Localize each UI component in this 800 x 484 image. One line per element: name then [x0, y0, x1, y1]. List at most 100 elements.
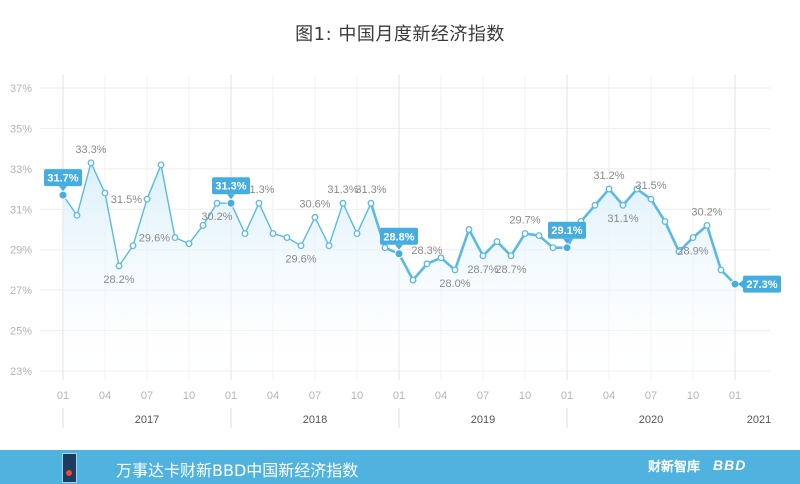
data-point: [423, 260, 431, 268]
area-fill-path: [63, 162, 735, 371]
report-cover-icon: [62, 453, 77, 483]
data-label: 30.6%: [299, 198, 330, 210]
data-point: [143, 195, 151, 203]
data-point: [171, 234, 179, 242]
series-segment: [300, 216, 316, 247]
value-badge: 29.1%: [548, 221, 586, 244]
data-point: [619, 201, 627, 209]
series-segment: [314, 216, 330, 247]
x-tick-label: 01: [393, 390, 405, 402]
series-segment: [621, 187, 639, 207]
year-label: 2018: [303, 414, 327, 426]
data-point-highlight: [730, 279, 740, 289]
data-label: 29.7%: [509, 215, 540, 227]
footer-bar: 万事达卡财新BBD中国新经济指数 财新智库 BBD: [0, 450, 800, 484]
year-label: 2017: [135, 414, 159, 426]
series-segment: [90, 162, 106, 194]
data-label: 28.7%: [467, 264, 498, 276]
x-tick-label: 10: [183, 390, 195, 402]
series-segment: [188, 224, 204, 245]
data-point: [283, 234, 291, 242]
x-tick-label: 01: [561, 390, 573, 402]
data-point: [269, 230, 277, 237]
series-segment: [607, 187, 625, 207]
series-segment: [230, 202, 246, 235]
series-segment: [663, 220, 681, 254]
y-tick-label: 25%: [10, 326, 32, 338]
data-label: 28.2%: [103, 274, 134, 286]
data-label: 31.3%: [327, 184, 358, 196]
data-point: [241, 230, 249, 237]
series-segment: [342, 202, 358, 235]
series-segment: [411, 262, 429, 282]
y-tick-label: 27%: [10, 285, 32, 297]
y-tick-label: 37%: [10, 83, 32, 95]
data-point: [689, 234, 697, 242]
data-point-highlight: [562, 243, 572, 253]
line-chart: 33.3% 28.2% 31.5% 29.6% 30.2% 31.3% 29.6% 30.6%…: [10, 75, 781, 428]
data-point-highlight: [58, 190, 68, 200]
data-point: [339, 199, 347, 207]
series-segment: [467, 228, 485, 258]
badge-label: 29.1%: [551, 225, 582, 237]
data-point: [87, 159, 95, 167]
data-label: 28.3%: [411, 245, 442, 257]
footer-title: 万事达卡财新BBD中国新经济指数: [116, 461, 359, 480]
data-labels: 33.3% 28.2% 31.5% 29.6% 30.2% 31.3% 29.6% 30.6%…: [75, 144, 722, 290]
series-segment: [579, 203, 597, 223]
x-tick-label: 01: [225, 390, 237, 402]
data-point-highlight: [226, 198, 236, 208]
area-fill: [63, 162, 735, 371]
badge-box: [212, 177, 250, 195]
highlight-badges: 31.7% 31.3% 28.8% 29.1% 27.3%: [44, 169, 781, 293]
x-tick-label: 01: [729, 390, 741, 402]
data-point: [367, 199, 375, 207]
data-point: [507, 252, 515, 260]
data-label: 28.0%: [439, 278, 470, 290]
data-label: 29.6%: [139, 233, 170, 245]
year-label: 2020: [639, 414, 663, 426]
series-segment: [160, 164, 176, 239]
data-point: [115, 262, 123, 270]
y-tick-label: 29%: [10, 245, 32, 257]
series-segment: [132, 198, 148, 247]
x-tick-label: 04: [603, 390, 615, 402]
y-tick-label: 33%: [10, 164, 32, 176]
data-point: [633, 185, 641, 193]
data-point: [493, 238, 501, 246]
badge-label: 28.8%: [383, 231, 414, 243]
data-point: [297, 242, 305, 250]
series-segment: [202, 202, 218, 227]
data-point: [451, 266, 459, 274]
data-label: 28.9%: [677, 246, 708, 258]
badge-box: [44, 169, 82, 187]
badge-box: [743, 275, 781, 293]
series-segment: [397, 252, 415, 282]
badge-pointer: [738, 280, 743, 289]
data-point: [521, 230, 529, 237]
x-tick-label: 04: [435, 390, 447, 402]
data-point-highlight: [394, 249, 404, 259]
data-point: [101, 189, 109, 197]
y-tick-label: 23%: [10, 366, 32, 378]
x-tick-label: 07: [309, 390, 321, 402]
data-label: 31.2%: [593, 170, 624, 182]
x-tick-label: 04: [267, 390, 279, 402]
data-point: [647, 195, 655, 203]
year-label: 2019: [471, 414, 495, 426]
series-lines: [62, 162, 737, 286]
year-label: 2021: [747, 414, 771, 426]
series-segment: [76, 162, 92, 217]
data-point: [255, 199, 263, 207]
x-tick-label: 10: [687, 390, 699, 402]
data-points: [58, 159, 740, 289]
value-badge: 27.3%: [738, 275, 781, 293]
badge-pointer: [563, 238, 571, 244]
data-label: 31.1%: [607, 213, 638, 225]
bbd-logo: BBD: [713, 457, 747, 473]
series-segment: [244, 202, 260, 235]
value-badge: 28.8%: [380, 227, 418, 250]
badge-pointer: [59, 186, 67, 192]
series-segment: [453, 228, 471, 272]
badge-pointer: [227, 194, 235, 200]
